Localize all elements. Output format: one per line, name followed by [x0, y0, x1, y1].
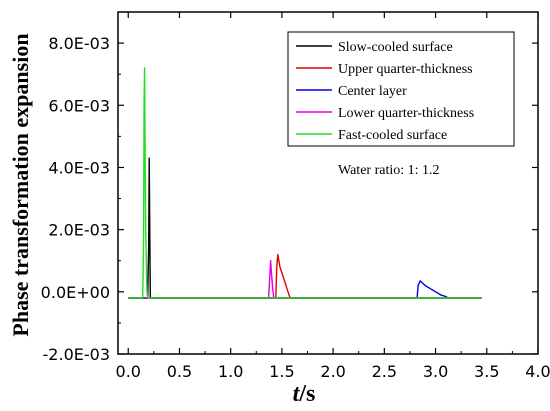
y-tick-label: -2.0E-03	[43, 345, 110, 364]
x-axis-title-variable: t	[293, 381, 301, 407]
y-tick-label: 8.0E-03	[48, 34, 110, 53]
legend: Slow-cooled surface Upper quarter-thickne…	[287, 31, 515, 147]
x-tick-label: 1.5	[269, 362, 294, 381]
legend-label: Fast-cooled surface	[338, 128, 447, 143]
x-tick-label: 2.5	[372, 362, 397, 381]
y-tick-label: 6.0E-03	[48, 96, 110, 115]
axis-ticks: 0.0 0.5 1.0 1.5 2.0 2.5 3.0 3.5 4.0 -2.0E-03 0.0E+…	[41, 12, 550, 381]
y-tick-label: 2.0E-03	[48, 221, 110, 240]
x-axis-title-unit: /s	[298, 381, 315, 407]
x-tick-label: 2.0	[320, 362, 345, 381]
legend-box	[287, 31, 515, 147]
x-tick-label: 1.0	[218, 362, 243, 381]
water-ratio-annotation: Water ratio: 1: 1.2	[338, 163, 440, 178]
series-line	[128, 280, 482, 299]
legend-label: Center layer	[338, 84, 407, 99]
series-line	[128, 260, 482, 299]
x-tick-label: 4.0	[525, 362, 550, 381]
legend-label: Lower quarter-thickness	[338, 106, 474, 121]
series-line	[128, 67, 482, 299]
y-tick-label: 4.0E-03	[48, 158, 110, 177]
x-tick-label: 0.0	[116, 362, 141, 381]
plot-frame	[117, 11, 539, 355]
x-axis-title: t/s	[293, 381, 316, 407]
legend-label: Upper quarter-thickness	[338, 62, 473, 77]
y-axis-title: Phase transformation expansion	[8, 33, 33, 336]
legend-label: Slow-cooled surface	[338, 40, 453, 55]
x-tick-label: 0.5	[167, 362, 192, 381]
x-tick-label: 3.5	[474, 362, 499, 381]
y-tick-label: 0.0E+00	[41, 283, 110, 302]
x-tick-label: 3.0	[423, 362, 448, 381]
series-layer	[128, 67, 482, 299]
series-line	[128, 253, 482, 299]
series-line	[128, 157, 482, 299]
